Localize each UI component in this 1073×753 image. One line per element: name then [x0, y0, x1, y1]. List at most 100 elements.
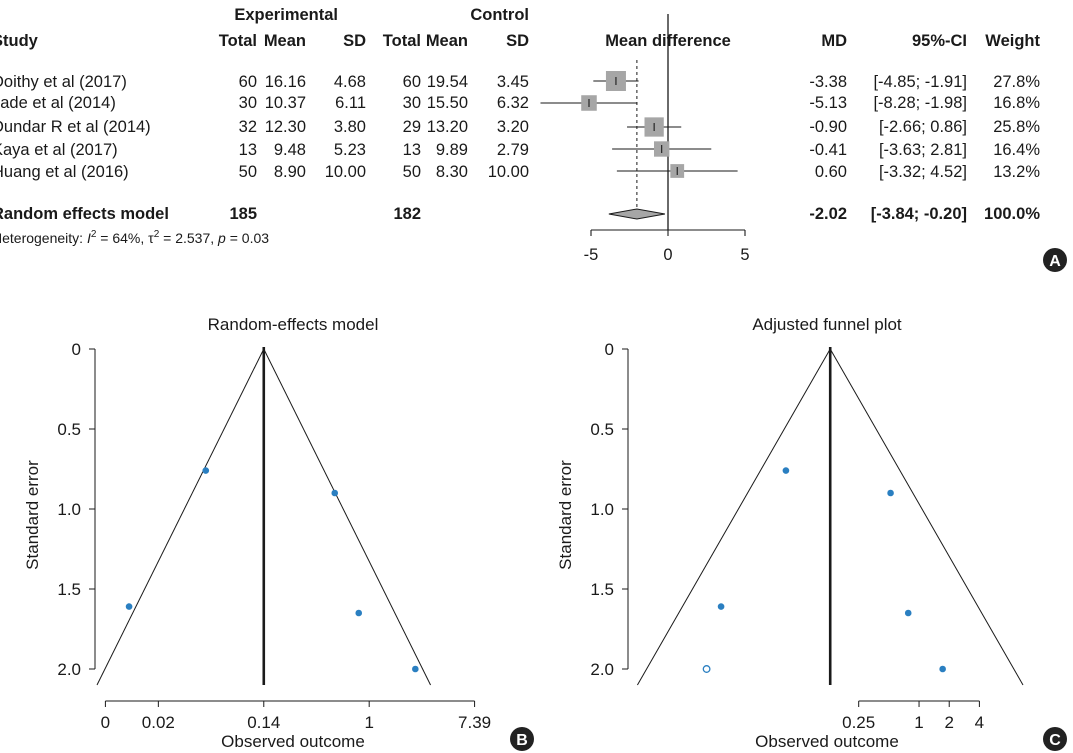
study-point: [412, 665, 419, 673]
cell-weight-text: 16.8%: [993, 94, 1040, 112]
cell-weight-text: 25.8%: [993, 118, 1040, 136]
funnel-plot-adjusted: Adjusted funnel plot Standard error Obse…: [556, 315, 1024, 751]
y-axis-label: Standard error: [23, 460, 42, 570]
cell-c-sd: 3.45: [497, 73, 529, 91]
study-point: [125, 603, 133, 610]
column-headers: Study Total Mean SD Total Mean SD Mean d…: [0, 32, 1040, 50]
panel-badge-b: B: [510, 727, 534, 751]
heterogeneity-text: Heterogeneity: I2 = 64%, τ2 = 2.537, p =…: [0, 229, 269, 246]
pooled-diamond: [608, 208, 666, 220]
pooled-label: Random effects model: [0, 205, 169, 223]
x-tick-label: 0.14: [247, 713, 280, 732]
table-row: Doithy et al (2017) 60 16.16 4.68 60 19.54 3.4…: [0, 73, 1040, 91]
cell-c-sd: 10.00: [488, 163, 529, 181]
header-c-total: Total: [383, 32, 421, 50]
y-tick-label: 1.5: [57, 580, 81, 599]
header-c-sd: SD: [506, 32, 529, 50]
x-tick-label: 0.02: [142, 713, 175, 732]
cell-c-total: 29: [403, 118, 421, 136]
x-tick-label: 0.25: [842, 713, 875, 732]
cell-e-mean: 16.16: [265, 73, 306, 91]
y-tick-label: 2.0: [590, 660, 614, 679]
cell-md-text: -5.13: [809, 94, 847, 112]
header-study: Study: [0, 32, 39, 50]
cell-weight-text: 16.4%: [993, 141, 1040, 159]
funnel-left-edge: [96, 348, 265, 686]
cell-e-mean: 9.48: [274, 141, 306, 159]
cell-e-sd: 5.23: [334, 141, 366, 159]
y-tick-label: 2.0: [57, 660, 81, 679]
cell-e-mean: 12.30: [265, 118, 306, 136]
plot-area: 0 0.5 1.0 1.5 2.0 0 0.02 0.14 1 7.39: [57, 340, 491, 732]
cell-ci-text: [-3.32; 4.52]: [879, 163, 967, 181]
y-tick-label: 1.0: [590, 500, 614, 519]
y-tick-label: 1.5: [590, 580, 614, 599]
cell-name: Doithy et al (2017): [0, 73, 127, 91]
cell-md-text: 0.60: [815, 163, 847, 181]
header-e-mean: Mean: [264, 32, 306, 50]
x-tick-label: 0: [663, 246, 672, 264]
cell-c-mean: 9.89: [436, 141, 468, 159]
table-row: Dundar R et al (2014) 32 12.30 3.80 29 13.20 3…: [0, 118, 1040, 136]
cell-c-sd: 2.79: [497, 141, 529, 159]
header-md: MD: [821, 32, 847, 50]
cell-ci-text: [-2.66; 0.86]: [879, 118, 967, 136]
x-tick-label: 1: [914, 713, 923, 732]
x-tick-label: -5: [584, 246, 599, 264]
cell-ci-text: [-8.28; -1.98]: [873, 94, 967, 112]
x-tick-label: 2: [944, 713, 953, 732]
pooled-weight: 100.0%: [984, 205, 1040, 223]
x-tick-label: 4: [975, 713, 984, 732]
study-point: [782, 467, 790, 474]
cell-weight-text: 27.8%: [993, 73, 1040, 91]
cell-e-total: 50: [239, 163, 257, 181]
cell-ci-text: [-4.85; -1.91]: [873, 73, 967, 91]
cell-name: Kaya et al (2017): [0, 141, 118, 159]
study-point: [202, 467, 210, 474]
svg-text:C: C: [1049, 732, 1061, 749]
x-tick-label: 1: [364, 713, 373, 732]
pooled-ci: [-3.84; -0.20]: [871, 205, 967, 223]
header-weight: Weight: [985, 32, 1040, 50]
cell-c-total: 50: [403, 163, 421, 181]
study-point: [331, 489, 339, 497]
cell-md-text: -3.38: [809, 73, 847, 91]
cell-e-sd: 4.68: [334, 73, 366, 91]
chart-title: Adjusted funnel plot: [752, 315, 902, 334]
cell-weight-text: 13.2%: [993, 163, 1040, 181]
cell-c-sd: 6.32: [497, 94, 529, 112]
cell-e-total: 13: [239, 141, 257, 159]
imputed-study-point: [702, 665, 711, 673]
header-control: Control: [470, 6, 529, 24]
table-row: Huang et al (2016) 50 8.90 10.00 50 8.30 10.00…: [0, 163, 1040, 181]
forest-plot-panel: Experimental Control Study Total Mean SD…: [0, 6, 1040, 264]
pooled-c-total: 182: [393, 205, 421, 223]
y-tick-label: 1.0: [57, 500, 81, 519]
chart-title: Random-effects model: [208, 315, 379, 334]
study-point: [355, 609, 363, 617]
cell-md-text: -0.90: [809, 118, 847, 136]
cell-e-mean: 10.37: [265, 94, 306, 112]
cell-c-sd: 3.20: [497, 118, 529, 136]
svg-text:B: B: [516, 732, 528, 749]
funnel-right-edge: [263, 348, 432, 686]
study-rows: Doithy et al (2017) 60 16.16 4.68 60 19.54 3.4…: [0, 73, 1040, 181]
study-point: [939, 665, 946, 673]
pooled-row: Random effects model 185 182 -2.02 [-3.8…: [0, 205, 1040, 223]
x-tick-label: 7.39: [458, 713, 491, 732]
y-tick-label: 0.5: [590, 420, 614, 439]
cell-name: Huang et al (2016): [0, 163, 129, 181]
x-tick-label: 5: [740, 246, 749, 264]
cell-name: Jade et al (2014): [0, 94, 116, 112]
y-tick-label: 0.5: [57, 420, 81, 439]
cell-c-total: 13: [403, 141, 421, 159]
header-experimental: Experimental: [234, 6, 338, 24]
cell-e-sd: 10.00: [325, 163, 366, 181]
funnel-left-edge: [636, 348, 831, 686]
x-axis-label: Observed outcome: [221, 732, 365, 751]
table-row: Jade et al (2014) 30 10.37 6.11 30 15.50 6.32 -…: [0, 94, 1040, 112]
cell-c-mean: 19.54: [427, 73, 468, 91]
header-ci: 95%-CI: [912, 32, 967, 50]
header-e-sd: SD: [343, 32, 366, 50]
